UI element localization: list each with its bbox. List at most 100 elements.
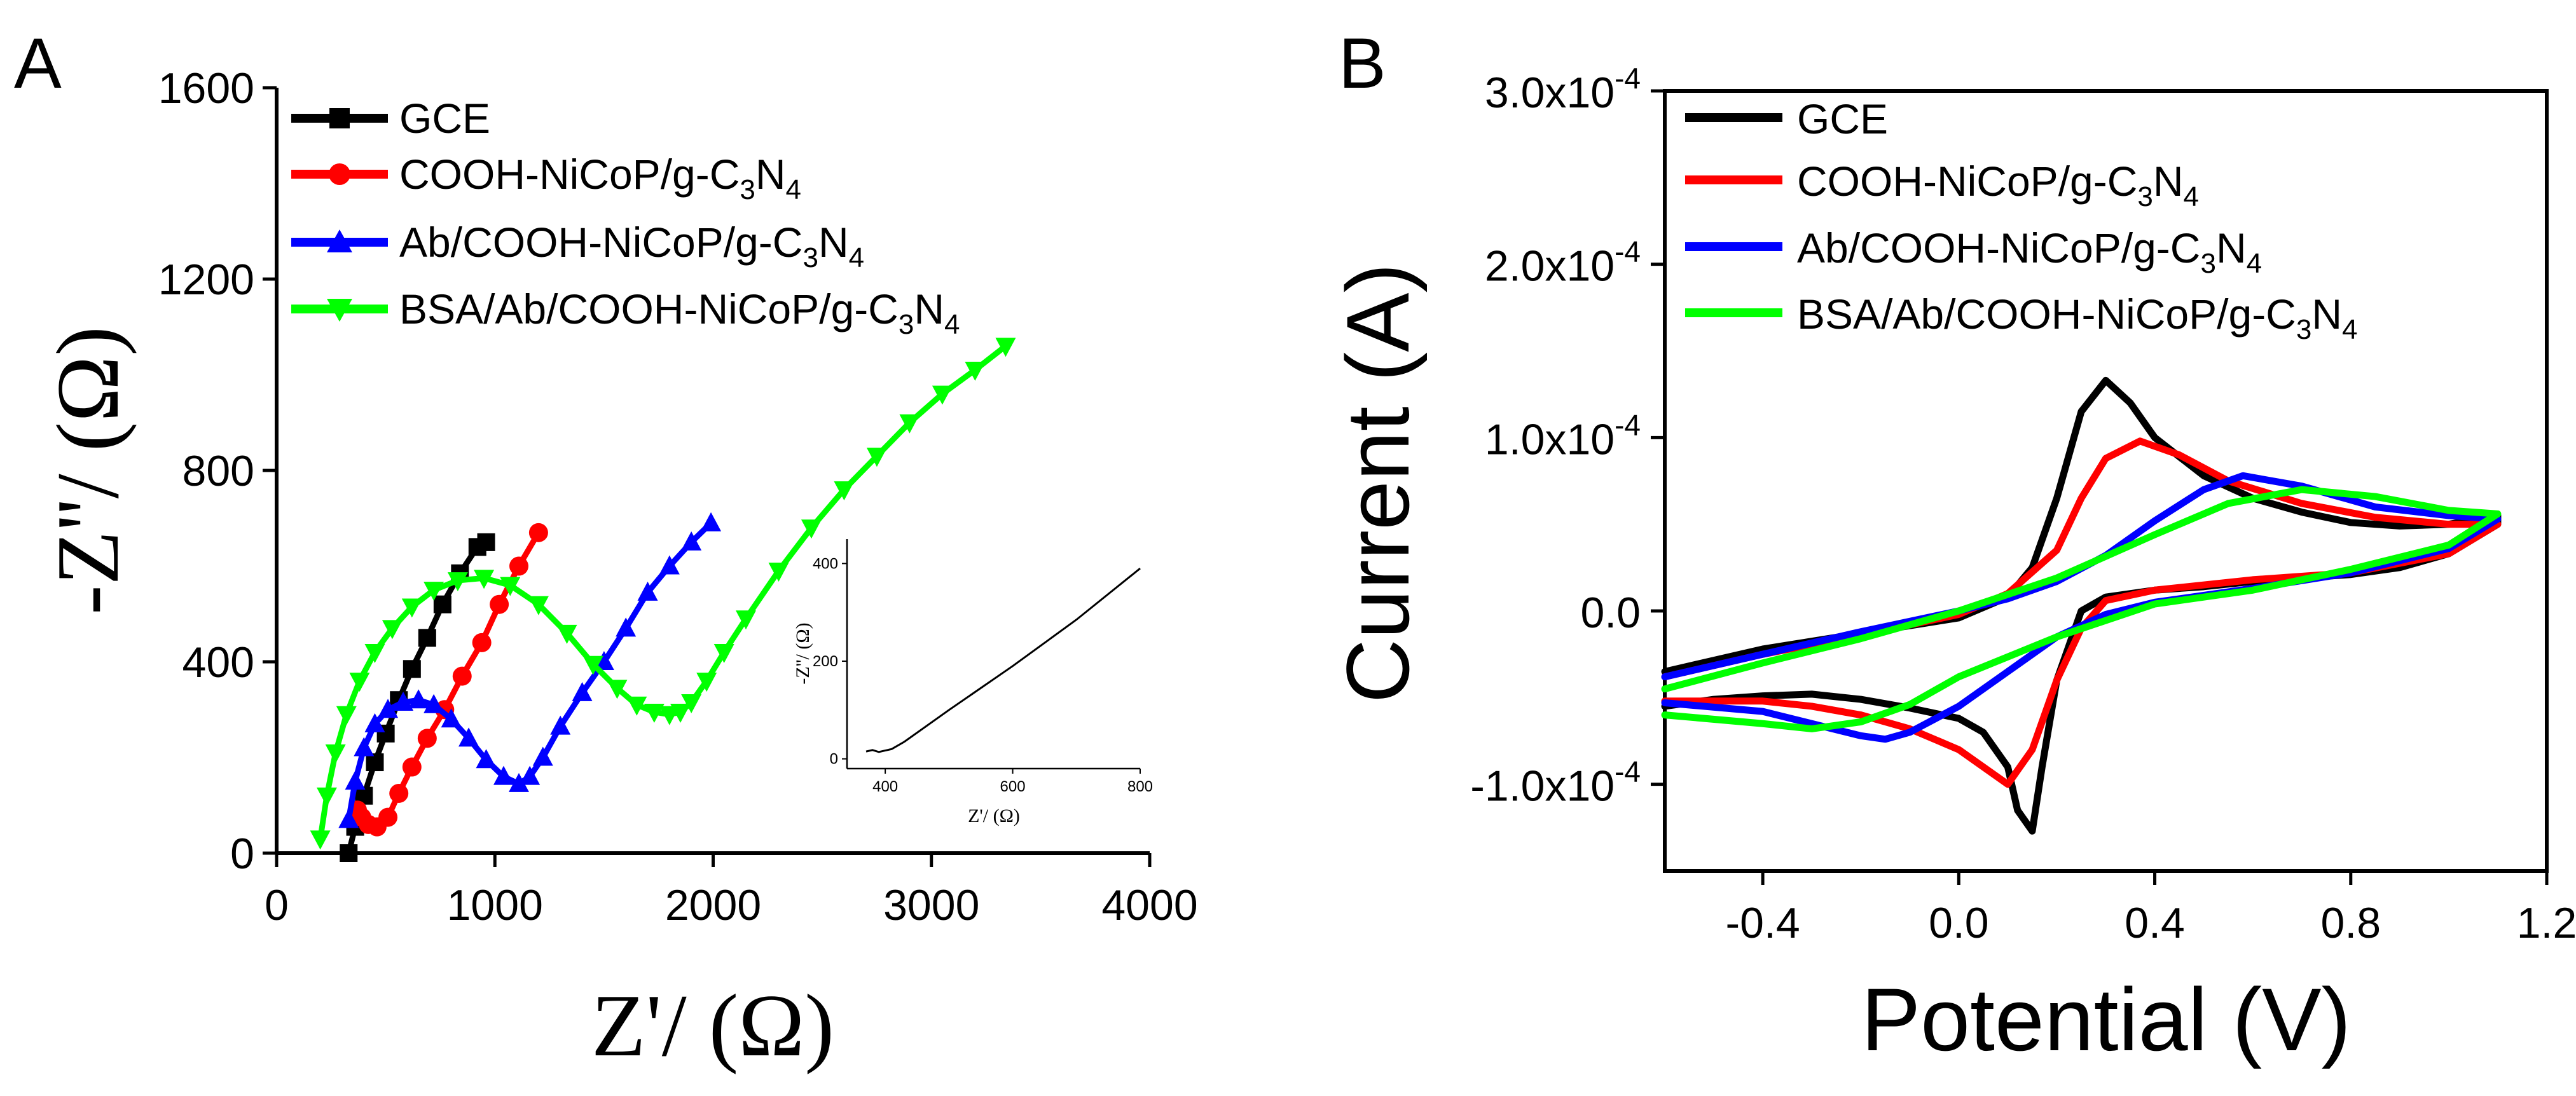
x-tick-label-b-1: 0.0 (1929, 899, 1989, 947)
series-a-bsa-ab-cooh-nicop-g-c3n4-point (932, 385, 953, 405)
series-a-bsa-ab-cooh-nicop-g-c3n4-point (866, 448, 887, 467)
plot-b-ticks: -0.4 0.0 0.4 0.8 1.2-1.0x10-40.01.0x10-42.0x… (1470, 62, 2576, 947)
legend-a-cooh-marker (329, 163, 350, 185)
y-tick-label-b-exponent: -4 (1615, 62, 1641, 95)
series-a-ab-cooh-nicop-g-c3n4-point (616, 617, 637, 637)
series-a-ab-cooh-nicop-g-c3n4-point (441, 708, 462, 728)
legend-b-bsa-label: BSA/Ab/COOH-NiCoP/g-C3N4 (1797, 291, 2358, 345)
y-tick-label-a-1: 400 (183, 638, 254, 687)
inset-x-tick-label-0: 400 (872, 778, 898, 795)
plot-b-x-axis-title: Potential (V) (1861, 969, 2351, 1069)
legend-a-gce-label: GCE (399, 95, 490, 142)
inset-series (865, 567, 1141, 753)
series-a-ab-cooh-nicop-g-c3n4-point (701, 512, 722, 531)
legend-b-ab-text: Ab/COOH-NiCoP/g-C (1797, 224, 2200, 271)
plot-b-frame (1663, 89, 2549, 873)
plot-a-legend: GCE COOH-NiCoP/g-C3N4 Ab/COOH-NiCoP/g-C 3… (291, 95, 960, 340)
series-a-bsa-ab-cooh-nicop-g-c3n4-point (474, 570, 495, 589)
series-a-bsa-ab-cooh-nicop-g-c3n4-point (995, 338, 1016, 357)
legend-a-cooh-label: COOH-NiCoP/g-C3N4 (399, 151, 801, 205)
legend-b-ab-label: Ab/COOH-NiCoP/g-C3N4 (1797, 224, 2262, 279)
series-a-bsa-ab-cooh-nicop-g-c3n4-point (899, 414, 920, 434)
inset-y-axis-title: -Z''/ (Ω) (792, 622, 813, 684)
y-tick-label-a-3: 1200 (158, 256, 254, 304)
y-tick-label-a-2: 800 (183, 447, 254, 495)
series-a-ab-cooh-nicop-g-c3n4-point (476, 749, 497, 769)
inset-series-line (865, 567, 1141, 753)
legend-a-ab-sub2: 4 (849, 242, 864, 273)
legend-a-bsa-mid: N (914, 285, 944, 332)
series-b-bsa-ab-cooh-nicop-g-c3n4-line (1661, 486, 2502, 732)
legend-b-cooh: COOH-NiCoP/g-C3N4 (1685, 158, 2199, 212)
series-a-ab-cooh-nicop-g-c3n4-point (354, 737, 375, 757)
x-tick-label-b-2: 0.4 (2125, 899, 2185, 947)
series-a-ab-cooh-nicop-g-c3n4-point (593, 651, 614, 670)
series-a-ab-cooh-nicop-g-c3n4-point (681, 531, 702, 551)
legend-b-cooh-mid: N (2153, 158, 2184, 205)
y-tick-label-b-mantissa: 0.0 (1580, 589, 1641, 637)
series-a-bsa-ab-cooh-nicop-g-c3n4-point (310, 830, 331, 850)
series-a-bsa-ab-cooh-nicop-g-c3n4-point (965, 361, 986, 381)
x-tick-label-a-2: 2000 (665, 881, 761, 929)
series-a-ab-cooh-nicop-g-c3n4-point (338, 809, 359, 828)
legend-b-ab-sub1: 3 (2200, 248, 2215, 279)
series-a-bsa-ab-cooh-nicop-g-c3n4-point (681, 694, 702, 713)
series-a-bsa-ab-cooh-nicop-g-c3n4-point (336, 706, 357, 725)
series-a-ab-cooh-nicop-g-c3n4-point (493, 765, 514, 785)
legend-a-cooh: COOH-NiCoP/g-C3N4 (291, 151, 801, 205)
x-tick-label-b-4: 1.2 (2517, 899, 2576, 947)
series-a-cooh-nicop-g-c3n4-point (472, 633, 492, 652)
legend-a-bsa-marker (327, 299, 352, 322)
series-a-bsa-ab-cooh-nicop-g-c3n4-point (626, 696, 647, 716)
legend-b-cooh-text: COOH-NiCoP/g-C (1797, 158, 2137, 205)
series-a-ab-cooh-nicop-g-c3n4-point (378, 699, 399, 718)
y-tick-label-b-exponent: -4 (1615, 755, 1641, 788)
plot-a-x-axis-title: Z'/ (Ω) (591, 976, 834, 1075)
series-a-cooh-nicop-g-c3n4-point (509, 556, 529, 576)
series-a-ab-cooh-nicop-g-c3n4-point (637, 581, 658, 601)
series-a-ab-cooh-nicop-g-c3n4-point (509, 772, 530, 792)
legend-b-cooh-sub1: 3 (2137, 181, 2152, 212)
series-a-bsa-ab-cooh-nicop-g-c3n4-point (607, 680, 628, 699)
legend-a-bsa-sub1: 3 (899, 309, 914, 340)
legend-a-ab-text: Ab/COOH-NiCoP/g-C (399, 219, 802, 266)
inset-y-tick-label-0: 0 (830, 751, 838, 768)
series-b-ab-cooh-nicop-g-c3n4-line (1661, 472, 2502, 743)
y-tick-label-b-mantissa: -1.0x10 (1470, 762, 1615, 811)
plot-b-legend: GCE COOH-NiCoP/g-C3N4 Ab/COOH-NiCoP/g-C3… (1685, 95, 2358, 345)
series-a-cooh-nicop-g-c3n4-point (389, 783, 409, 803)
series-a-bsa-ab-cooh-nicop-g-c3n4-point (401, 598, 422, 618)
y-tick-label-b-1: 0.0 (1580, 589, 1641, 637)
series-a-gce-point (366, 753, 384, 772)
series-a-ab-cooh-nicop-g-c3n4-point (458, 727, 479, 747)
series-a-bsa-ab-cooh-nicop-g-c3n4-point (500, 577, 521, 596)
legend-b-cooh-label: COOH-NiCoP/g-C3N4 (1797, 158, 2199, 212)
series-a-ab-cooh-nicop-g-c3n4-point (408, 689, 429, 709)
series-a-cooh-nicop-g-c3n4-point (402, 757, 422, 777)
legend-b-bsa-mid: N (2311, 291, 2342, 338)
panel-a-label: A (14, 24, 62, 103)
legend-a-cooh-sub1: 3 (740, 174, 755, 205)
x-tick-label-a-3: 3000 (883, 881, 979, 929)
series-a-ab-cooh-nicop-g-c3n4-point (424, 694, 444, 713)
y-tick-label-b-mantissa: 1.0x10 (1485, 415, 1615, 463)
y-tick-label-b-0: -1.0x10-4 (1470, 755, 1641, 811)
y-tick-label-a-0: 0 (230, 830, 254, 878)
legend-b-ab: Ab/COOH-NiCoP/g-C3N4 (1685, 224, 2262, 279)
series-a-bsa-ab-cooh-nicop-g-c3n4-point (382, 620, 403, 640)
series-a-bsa-ab-cooh-nicop-g-c3n4-point (424, 582, 444, 601)
legend-b-gce: GCE (1685, 95, 1888, 142)
series-a-ab-cooh-nicop-g-c3n4-point (532, 746, 553, 766)
y-tick-label-a-4: 1600 (158, 64, 254, 113)
series-a-bsa-ab-cooh-nicop-g-c3n4-point (768, 563, 789, 582)
legend-b-gce-label: GCE (1797, 95, 1888, 142)
legend-a-cooh-mid: N (755, 151, 786, 198)
legend-b-bsa-text: BSA/Ab/COOH-NiCoP/g-C (1797, 291, 2296, 338)
series-a-bsa-ab-cooh-nicop-g-c3n4-point (325, 744, 346, 764)
series-a-bsa-ab-cooh-nicop-g-c3n4-point (713, 643, 734, 663)
legend-a-ab-marker (327, 229, 352, 252)
series-a-gce-point (477, 533, 495, 551)
series-a-cooh-nicop-g-c3n4-point (528, 523, 548, 542)
